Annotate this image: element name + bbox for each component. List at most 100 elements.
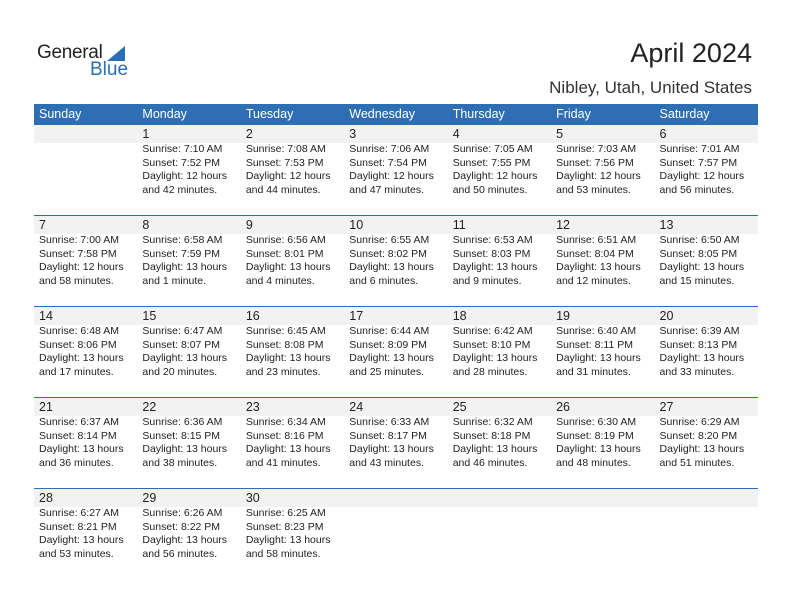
daylight: Daylight: 12 hours (245, 170, 331, 183)
day-number: 8 (142, 218, 150, 232)
day-number: 28 (39, 491, 53, 505)
daylight-minutes: and 25 minutes. (349, 365, 424, 378)
sunrise: Sunrise: 6:51 AM (556, 234, 637, 246)
sunrise: Sunrise: 6:45 AM (245, 325, 326, 337)
logo: General Blue (37, 42, 128, 80)
sunrise: Sunrise: 6:30 AM (556, 416, 637, 428)
daylight: Daylight: 12 hours (142, 170, 228, 183)
sunrise: Sunrise: 6:48 AM (39, 325, 119, 337)
daylight: Daylight: 13 hours (452, 352, 538, 365)
sunset: Sunset: 8:13 PM (659, 338, 738, 351)
day-number-band (34, 125, 758, 143)
sunset: Sunset: 8:02 PM (349, 247, 427, 260)
sunrise: Sunrise: 6:47 AM (142, 325, 223, 337)
day-number: 7 (39, 218, 46, 232)
sunrise: Sunrise: 6:32 AM (452, 416, 533, 428)
daylight: Daylight: 13 hours (142, 443, 228, 456)
day-cell: 20 Sunrise: 6:39 AM Sunset: 8:13 PM Dayl… (655, 307, 758, 379)
sunset: Sunset: 8:22 PM (142, 520, 221, 533)
day-number: 10 (349, 218, 364, 232)
weekday-header: Sunday Monday Tuesday Wednesday Thursday Frid… (34, 104, 758, 125)
daylight: Daylight: 12 hours (349, 170, 434, 183)
daylight: Daylight: 13 hours (349, 261, 434, 274)
day-number: 25 (452, 400, 467, 414)
day-cell: 8 Sunrise: 6:58 AM Sunset: 7:59 PM Dayli… (137, 216, 240, 288)
day-cell: 30 Sunrise: 6:25 AM Sunset: 8:23 PM Dayl… (241, 489, 344, 561)
day-number: 3 (349, 127, 357, 141)
page-title: April 2024 (630, 38, 752, 68)
daylight-minutes: and 48 minutes. (556, 456, 631, 469)
sunset: Sunset: 8:11 PM (556, 338, 633, 351)
sunrise: Sunrise: 7:00 AM (39, 234, 119, 246)
daylight-minutes: and 53 minutes. (556, 183, 631, 196)
sunrise: Sunrise: 7:01 AM (659, 143, 740, 155)
daylight-minutes: and 47 minutes. (349, 183, 424, 196)
day-number: 16 (245, 309, 260, 323)
daylight-minutes: and 12 minutes. (556, 274, 631, 287)
day-cell: 9 Sunrise: 6:56 AM Sunset: 8:01 PM Dayli… (241, 216, 344, 288)
day-cell: 24 Sunrise: 6:33 AM Sunset: 8:17 PM Dayl… (344, 398, 447, 470)
day-number: 18 (452, 309, 467, 323)
daylight: Daylight: 13 hours (245, 352, 331, 365)
sunset: Sunset: 8:03 PM (452, 247, 531, 260)
sunrise: Sunrise: 6:34 AM (245, 416, 326, 428)
daylight: Daylight: 13 hours (349, 443, 434, 456)
day-number: 17 (349, 309, 364, 323)
sunset: Sunset: 8:10 PM (452, 338, 531, 351)
sunrise: Sunrise: 6:27 AM (39, 507, 119, 519)
day-cell: 27 Sunrise: 6:29 AM Sunset: 8:20 PM Dayl… (655, 398, 758, 470)
day-cell: 19 Sunrise: 6:40 AM Sunset: 8:11 PM Dayl… (551, 307, 654, 379)
day-number-band (34, 398, 758, 416)
sunrise: Sunrise: 6:50 AM (659, 234, 740, 246)
daylight: Daylight: 13 hours (556, 261, 641, 274)
day-cell: 16 Sunrise: 6:45 AM Sunset: 8:08 PM Dayl… (241, 307, 344, 379)
day-cell (34, 125, 137, 197)
day-cell: 6 Sunrise: 7:01 AM Sunset: 7:57 PM Dayli… (655, 125, 758, 197)
sunset: Sunset: 7:53 PM (245, 156, 324, 169)
daylight: Daylight: 13 hours (349, 352, 434, 365)
day-cell: 17 Sunrise: 6:44 AM Sunset: 8:09 PM Dayl… (344, 307, 447, 379)
day-number: 6 (659, 127, 667, 141)
daylight-minutes: and 31 minutes. (556, 365, 631, 378)
sunset: Sunset: 8:04 PM (556, 247, 634, 260)
sunset: Sunset: 7:59 PM (142, 247, 221, 260)
daylight: Daylight: 12 hours (39, 261, 124, 274)
daylight: Daylight: 13 hours (452, 443, 538, 456)
daylight: Daylight: 13 hours (39, 352, 124, 365)
day-cell: 2 Sunrise: 7:08 AM Sunset: 7:53 PM Dayli… (241, 125, 344, 197)
day-cell: 13 Sunrise: 6:50 AM Sunset: 8:05 PM Dayl… (655, 216, 758, 288)
daylight-minutes: and 58 minutes. (39, 274, 114, 287)
sunrise: Sunrise: 6:33 AM (349, 416, 430, 428)
day-number: 11 (452, 218, 466, 232)
daylight-minutes: and 43 minutes. (349, 456, 424, 469)
day-cell: 4 Sunrise: 7:05 AM Sunset: 7:55 PM Dayli… (448, 125, 551, 197)
sunrise: Sunrise: 6:36 AM (142, 416, 223, 428)
daylight: Daylight: 13 hours (245, 443, 331, 456)
daylight-minutes: and 51 minutes. (659, 456, 735, 469)
day-cell (344, 489, 447, 561)
day-number: 26 (556, 400, 571, 414)
daylight: Daylight: 12 hours (452, 170, 538, 183)
day-cell: 3 Sunrise: 7:06 AM Sunset: 7:54 PM Dayli… (344, 125, 447, 197)
day-number: 13 (659, 218, 674, 232)
sunrise: Sunrise: 6:40 AM (556, 325, 637, 337)
day-number: 23 (245, 400, 260, 414)
daylight-minutes: and 58 minutes. (245, 547, 321, 560)
daylight: Daylight: 13 hours (556, 352, 641, 365)
week-row: 14 Sunrise: 6:48 AM Sunset: 8:06 PM Dayl… (34, 306, 758, 397)
day-number: 2 (245, 127, 253, 141)
daylight-minutes: and 38 minutes. (142, 456, 218, 469)
daylight: Daylight: 12 hours (659, 170, 745, 183)
sunrise: Sunrise: 6:44 AM (349, 325, 430, 337)
sunrise: Sunrise: 7:10 AM (142, 143, 223, 155)
daylight-minutes: and 4 minutes. (245, 274, 315, 287)
daylight-minutes: and 36 minutes. (39, 456, 114, 469)
sunset: Sunset: 8:19 PM (556, 429, 634, 442)
daylight: Daylight: 13 hours (142, 261, 228, 274)
daylight: Daylight: 13 hours (556, 443, 641, 456)
day-cell: 29 Sunrise: 6:26 AM Sunset: 8:22 PM Dayl… (137, 489, 240, 561)
daylight: Daylight: 13 hours (659, 443, 745, 456)
sunrise: Sunrise: 6:26 AM (142, 507, 223, 519)
daylight-minutes: and 15 minutes. (659, 274, 735, 287)
day-number: 5 (556, 127, 564, 141)
